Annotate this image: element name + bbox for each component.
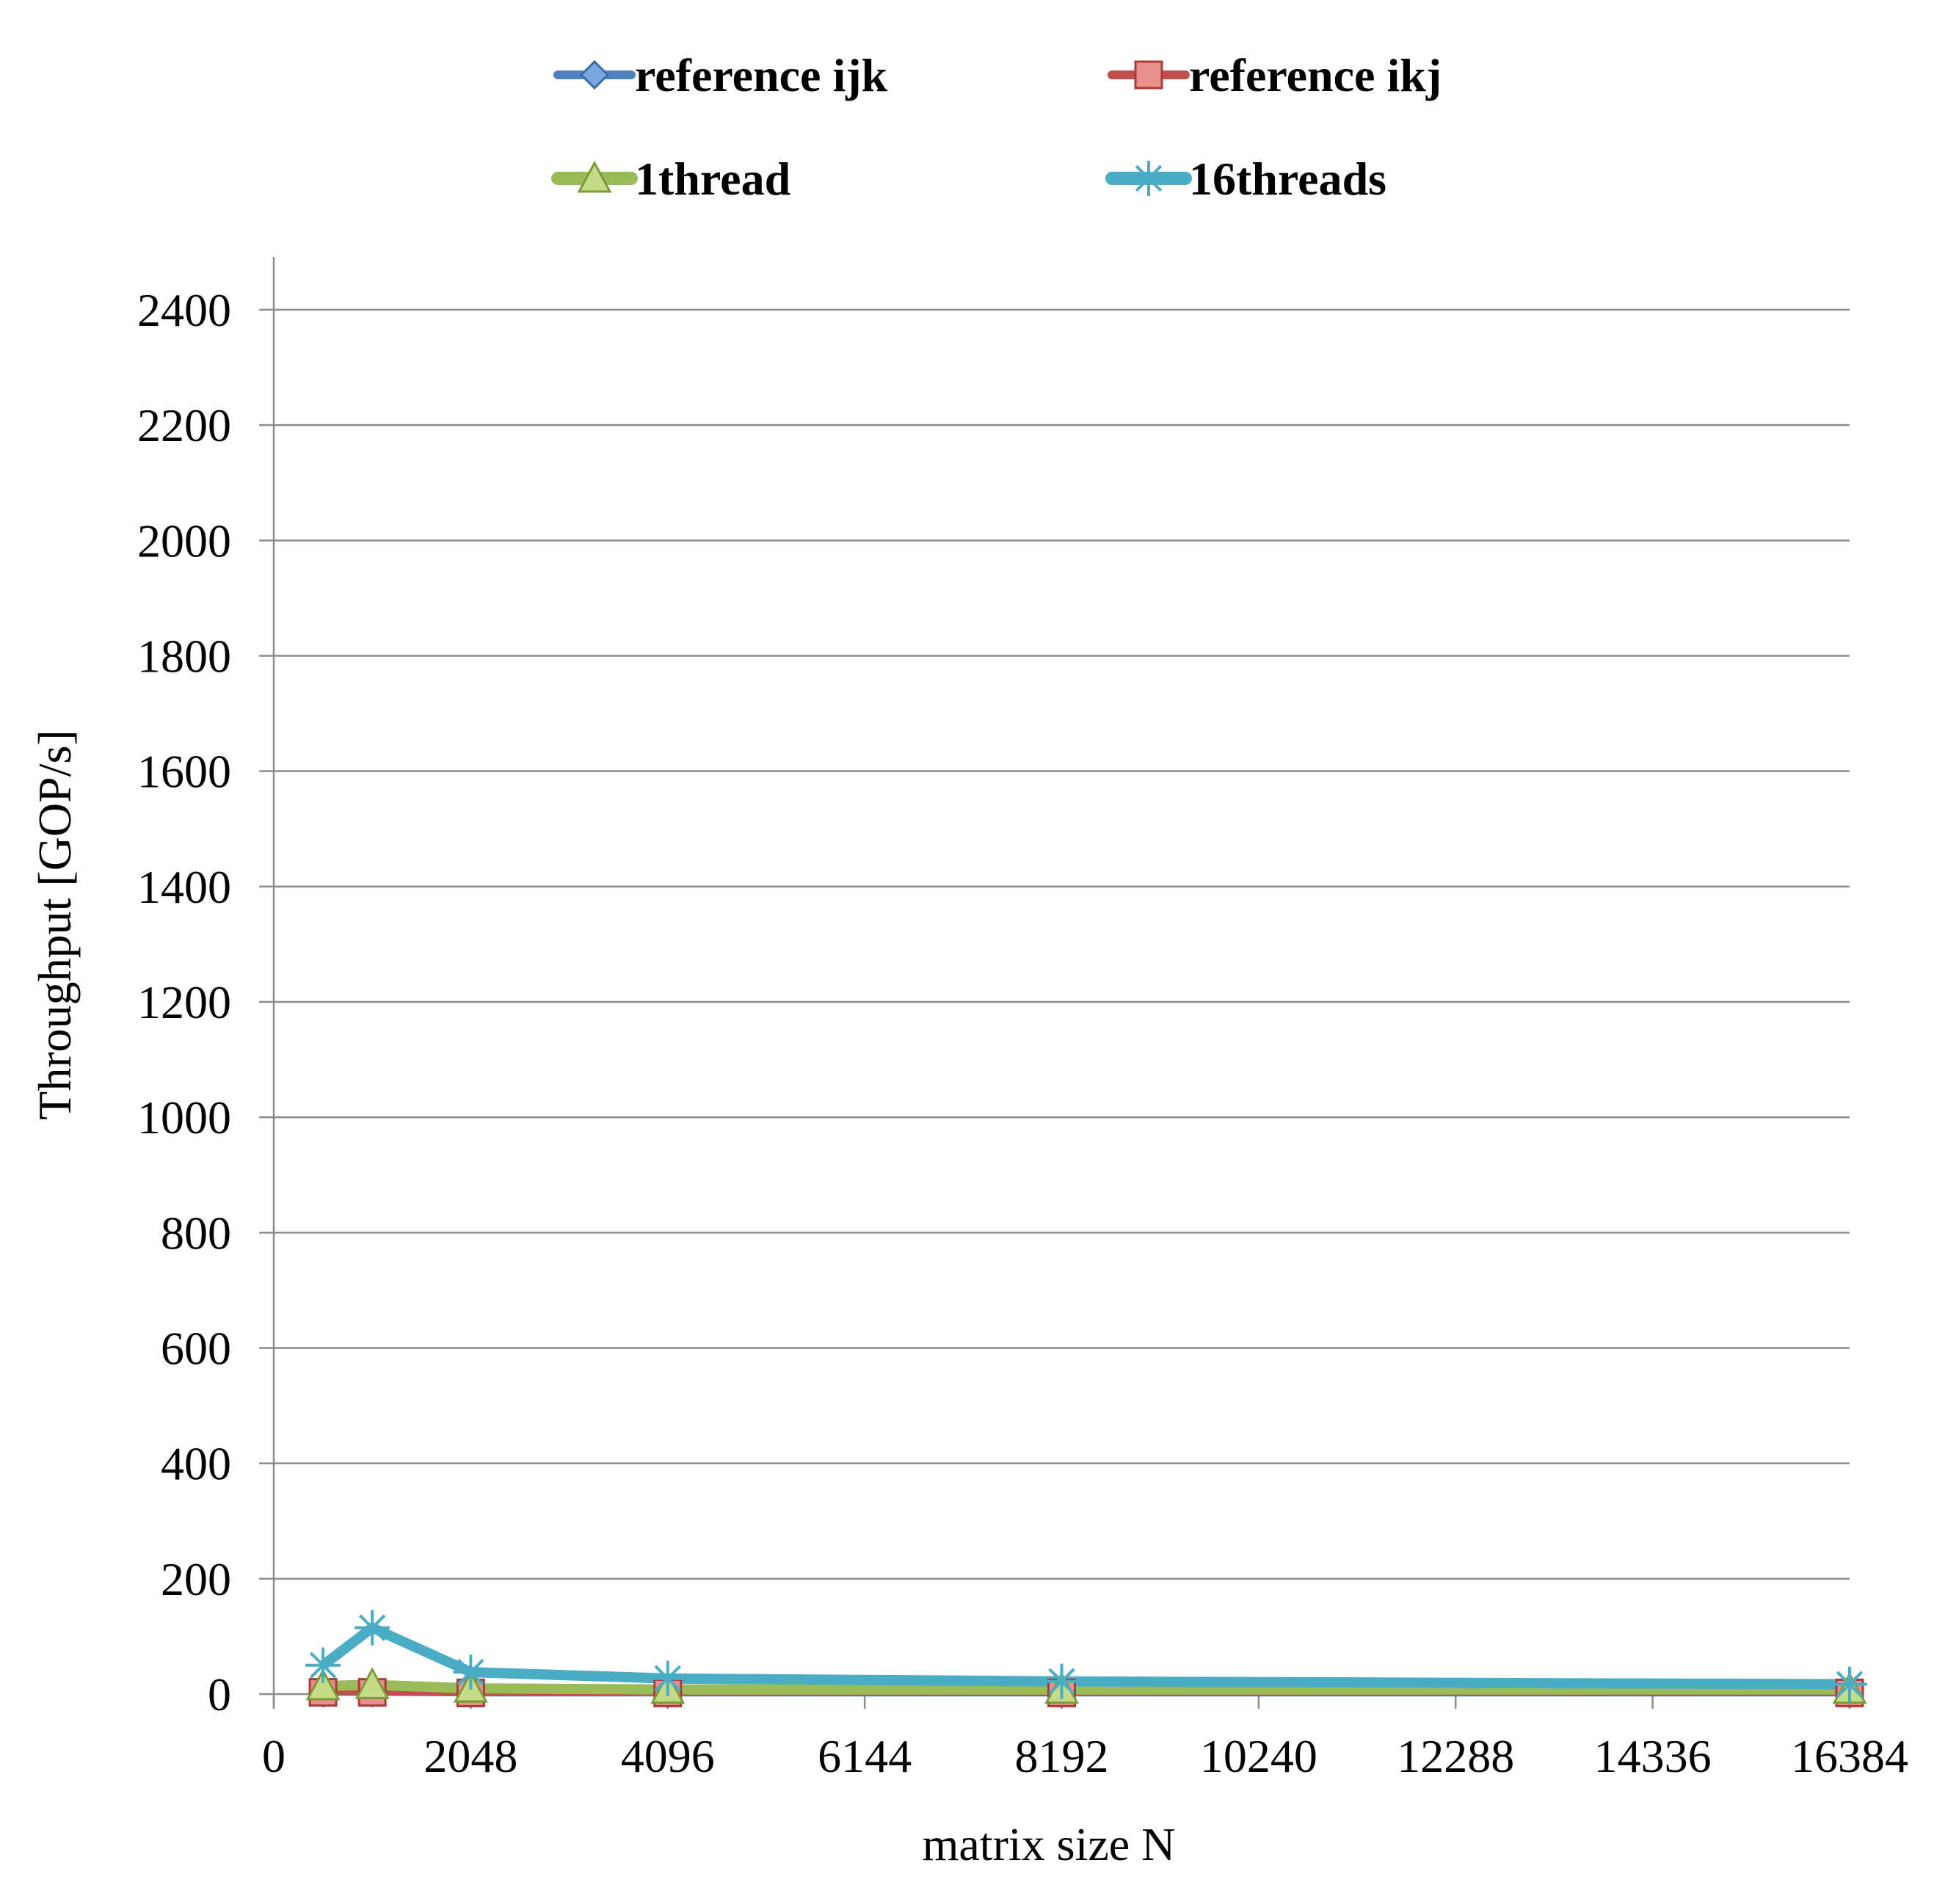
legend-marker: [1131, 161, 1166, 196]
legend-item: reference ikj: [1108, 49, 1442, 101]
data-point: [355, 1667, 390, 1699]
data-point: [1832, 1666, 1867, 1702]
x-axis-title: matrix size N: [923, 1818, 1176, 1870]
legend-item: reference ijk: [553, 49, 888, 101]
y-tick-label: 1200: [137, 976, 231, 1028]
legend-item: 1thread: [551, 153, 790, 205]
legend-label: 1thread: [635, 153, 790, 205]
y-tick-label: 2400: [137, 284, 231, 336]
data-point: [650, 1660, 686, 1696]
y-tick-label: 800: [161, 1207, 231, 1259]
y-tick-label: 2200: [137, 399, 231, 451]
x-tick-label: 0: [262, 1730, 286, 1782]
legend-label: reference ijk: [635, 49, 888, 101]
data-point: [453, 1654, 489, 1690]
legend-marker: [579, 59, 610, 90]
x-tick-label: 4096: [621, 1730, 715, 1782]
data-point: [355, 1610, 390, 1646]
legend-label: 16threads: [1189, 153, 1386, 205]
axes: [259, 257, 1851, 1709]
legend: reference ijk reference ikj 1thread 16threa…: [551, 49, 1442, 205]
x-tick-label: 14336: [1594, 1730, 1712, 1782]
x-tick-label: 12288: [1397, 1730, 1514, 1782]
y-tick-label: 2000: [137, 515, 231, 567]
y-tick-label: 0: [208, 1668, 231, 1720]
gridlines: [274, 308, 1850, 1580]
y-tick-label: 1400: [137, 861, 231, 913]
legend-item: 16threads: [1105, 153, 1386, 205]
x-tick-label: 10240: [1200, 1730, 1317, 1782]
x-tick-label: 2048: [423, 1730, 517, 1782]
y-tick-label: 1600: [137, 746, 231, 798]
x-tick-label: 6144: [818, 1730, 912, 1782]
y-axis-title: Throughput [GOP/s]: [29, 730, 81, 1120]
legend-label: reference ikj: [1189, 49, 1442, 101]
y-tick-label: 1000: [137, 1091, 231, 1144]
data-point: [305, 1647, 341, 1683]
x-tick-labels: 0 2048 4096 6144 8192 10240 12288 14336 16384: [262, 1730, 1908, 1782]
y-tick-label: 200: [161, 1553, 231, 1605]
x-tick-label: 16384: [1791, 1730, 1908, 1782]
y-tick-label: 1800: [137, 631, 231, 683]
series-line: [319, 1622, 1850, 1690]
y-tick-labels: 0 200 400 600 800 1000 1200 1400 1600 1800 2000 220…: [137, 284, 231, 1720]
legend-marker: [577, 160, 612, 193]
y-tick-label: 600: [161, 1323, 231, 1375]
legend-marker: [1134, 60, 1163, 90]
x-tick-label: 8192: [1015, 1730, 1109, 1782]
y-tick-label: 400: [161, 1438, 231, 1490]
data-point: [1044, 1663, 1080, 1699]
series-layer: [305, 1610, 1867, 1709]
data-point: [305, 1668, 341, 1701]
